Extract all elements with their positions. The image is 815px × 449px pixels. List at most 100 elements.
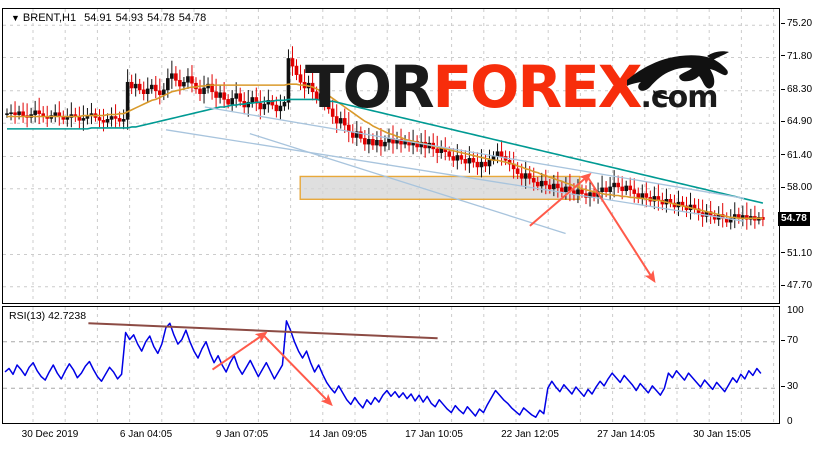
forecast-arrow-down[interactable]: [586, 175, 656, 284]
price-chart-panel[interactable]: ▼ BRENT,H1 54.91 54.93 54.78 54.78: [2, 8, 780, 304]
time-axis[interactable]: 30 Dec 2019 6 Jan 04:05 9 Jan 07:05 14 Jan …: [2, 425, 780, 449]
candle-body: [286, 58, 291, 103]
candle-body: [218, 92, 222, 98]
candle-body: [342, 118, 347, 126]
candle-body: [475, 161, 480, 168]
caret-down-icon[interactable]: ▼: [11, 13, 20, 23]
candle-body: [479, 161, 484, 168]
candle-body: [274, 104, 279, 112]
time-axis-label: 30 Jan 15:05: [693, 429, 751, 440]
candle-body: [471, 158, 476, 163]
candle-body: [652, 196, 657, 202]
candle-body: [455, 155, 460, 161]
rsi-tick-label: 0: [787, 417, 793, 427]
candle-body: [375, 140, 379, 146]
candle-body: [65, 117, 70, 120]
candle-body: [604, 187, 608, 192]
candle-body: [330, 108, 335, 117]
candle-body: [33, 110, 37, 115]
price-plot-area[interactable]: [3, 9, 779, 303]
candle-body: [379, 140, 383, 147]
candle-body: [383, 141, 387, 147]
candle-body: [483, 161, 488, 167]
candle-body: [415, 140, 419, 148]
candle-body: [178, 80, 182, 87]
candle-body: [612, 182, 616, 188]
ohlc-open: 54.91: [84, 12, 112, 24]
candle-body: [174, 73, 178, 81]
price-chart-svg: [3, 9, 779, 303]
candle-body: [580, 189, 584, 194]
candle-body: [334, 116, 339, 124]
rsi-forecast-arrow-down[interactable]: [262, 334, 333, 407]
candle-body: [153, 84, 158, 92]
candle-body: [499, 151, 504, 157]
candle-body: [290, 58, 295, 67]
channel-parallel-line[interactable]: [165, 129, 745, 222]
time-axis-label: 17 Jan 10:05: [405, 429, 463, 440]
candle-body: [632, 189, 637, 194]
candle-body: [560, 187, 564, 192]
candle-body: [487, 159, 492, 167]
price-scale[interactable]: 75.20 71.80 68.30 64.90 61.40 58.00 51.10 47.70…: [778, 0, 815, 304]
candle-body: [262, 103, 267, 110]
rsi-indicator-panel[interactable]: RSI(13) 42.7238: [2, 306, 780, 424]
candle-body: [576, 189, 580, 195]
rsi-forecast-arrow-up[interactable]: [211, 331, 268, 371]
forecast-arrow-up[interactable]: [529, 172, 592, 227]
rsi-plot-area[interactable]: [3, 307, 779, 423]
time-axis-label: 14 Jan 09:05: [309, 429, 367, 440]
candle-body: [133, 83, 138, 89]
price-tick-value: 71.80: [787, 50, 813, 62]
candle-body: [202, 87, 206, 94]
candle-body: [298, 74, 303, 83]
current-price-tag: 54.78: [778, 211, 811, 226]
time-axis-label: 30 Dec 2019: [21, 429, 79, 440]
candle-body: [592, 192, 596, 197]
candle-body: [399, 139, 403, 145]
candle-body: [121, 119, 126, 122]
candle-body: [266, 100, 271, 105]
rsi-scale[interactable]: 100 70 30 0: [781, 306, 815, 427]
candle-body: [616, 182, 620, 188]
candle-body: [363, 138, 367, 145]
candle-body: [166, 78, 170, 91]
candle-body: [186, 76, 190, 83]
ma-teal-line: [7, 98, 764, 204]
price-tick-label: 58.00: [781, 182, 812, 193]
candle-body: [447, 151, 452, 157]
candle-body: [624, 185, 629, 192]
candle-body: [548, 184, 552, 190]
candle-body: [294, 65, 299, 75]
rsi-line: [4, 320, 762, 418]
candle-body: [535, 181, 540, 187]
candle-body: [314, 91, 319, 100]
candle-body: [13, 112, 17, 115]
candle-body: [250, 97, 255, 103]
candle-body: [190, 76, 194, 84]
candle-body: [367, 139, 371, 145]
price-tick-label: 47.70: [781, 280, 812, 291]
candle-body: [162, 89, 166, 95]
candle-body: [238, 93, 243, 102]
candle-body: [552, 183, 556, 190]
price-tick-label: 64.90: [781, 117, 812, 127]
price-tick-label: 61.40: [781, 150, 812, 161]
rsi-header-label: RSI(13) 42.7238: [9, 310, 87, 322]
candle-body: [97, 117, 102, 121]
price-tick-label: 51.10: [781, 248, 812, 259]
candle-body: [105, 119, 110, 123]
candlestick-series: [5, 46, 765, 230]
candle-body: [222, 92, 226, 100]
lower-channel-line[interactable]: [249, 132, 566, 235]
candle-body: [141, 89, 146, 94]
candle-body: [728, 218, 733, 223]
upper-channel-line[interactable]: [204, 106, 745, 199]
ohlc-high: 54.93: [115, 12, 144, 24]
candle-body: [527, 173, 532, 179]
candle-body: [419, 141, 423, 148]
rsi-chart-svg: [3, 307, 779, 423]
rsi-gridlines: [3, 307, 779, 423]
rsi-tick-value: 30: [787, 381, 799, 393]
rsi-downtrend-line[interactable]: [88, 322, 438, 340]
